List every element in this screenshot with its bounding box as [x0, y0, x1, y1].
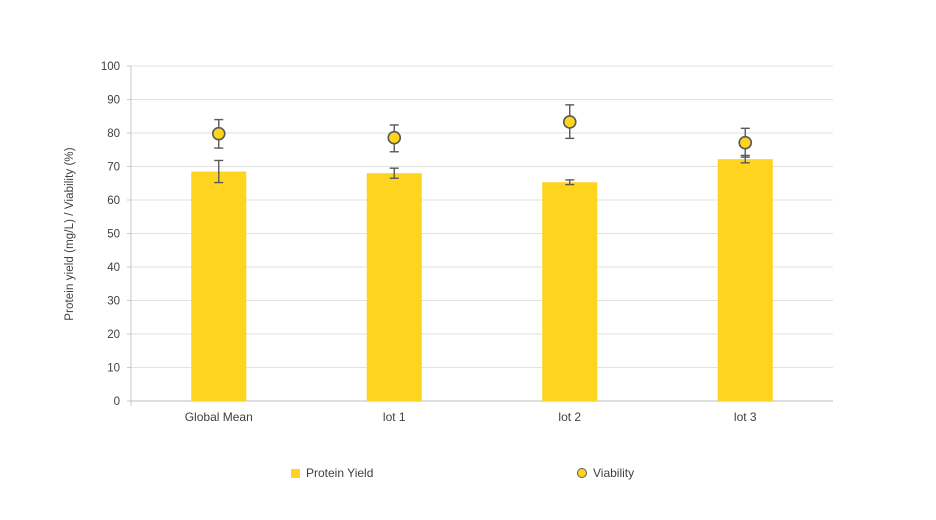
- y-tick-label: 20: [107, 329, 120, 341]
- protein-yield-swatch-icon: [291, 468, 300, 478]
- y-tick-label: 50: [107, 229, 120, 241]
- y-tick-label: 30: [107, 296, 120, 308]
- y-tick-label: 60: [107, 195, 120, 207]
- viability-marker: [738, 135, 753, 150]
- viability-marker: [387, 130, 402, 145]
- legend-label-protein-yield: Protein Yield: [306, 466, 374, 480]
- category-label: lot 1: [383, 410, 406, 424]
- bar-chart-plot: 0 10 20 30 40 50 60 70 80 90 100 Global Mean lot 1 lo…: [101, 61, 833, 424]
- category-label: lot 2: [558, 410, 581, 424]
- y-tick-label: 90: [107, 95, 120, 107]
- y-tick-label: 80: [107, 128, 120, 140]
- viability-marker: [562, 115, 577, 129]
- bar-protein-yield: [717, 159, 773, 401]
- y-tick-label: 70: [107, 162, 120, 174]
- viability-marker: [211, 126, 226, 141]
- legend-item-protein-yield: Protein Yield: [291, 466, 373, 480]
- y-tick-label: 0: [114, 396, 120, 408]
- bar-protein-yield: [542, 182, 598, 401]
- y-tick-label: 40: [107, 262, 120, 274]
- y-tick-label: 10: [107, 363, 120, 375]
- legend-item-viability: Viability: [577, 466, 634, 480]
- category-label: Global Mean: [185, 410, 253, 424]
- category-label: lot 3: [734, 410, 757, 424]
- viability-swatch-icon: [577, 468, 587, 478]
- bar-protein-yield: [191, 171, 247, 401]
- y-axis-title: Protein yield (mg/L) / Viability (%): [64, 147, 76, 321]
- legend-label-viability: Viability: [593, 466, 635, 480]
- bar-protein-yield: [366, 173, 422, 401]
- y-tick-label: 100: [101, 61, 120, 73]
